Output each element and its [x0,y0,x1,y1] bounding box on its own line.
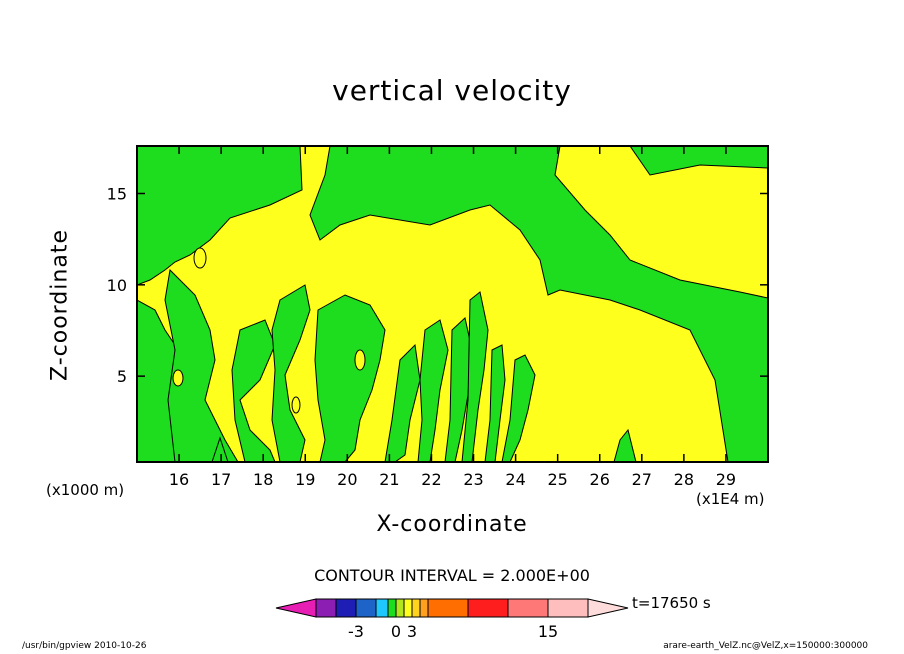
negative-region [384,343,421,462]
colorbar-swatch [419,598,429,618]
colorbar-swatch [315,598,337,618]
y-axis: 5 10 15 [107,184,768,386]
negative-region [164,268,239,462]
colorbar-label: 3 [407,622,417,641]
x-tick-label: 24 [505,470,525,489]
x-tick-label: 18 [253,470,273,489]
negative-region [271,284,311,462]
time-label: t=17650 s [632,594,711,612]
colorbar-swatch [467,598,509,618]
y-axis-label: Z-coordinate [47,229,73,381]
x-tick-label: 25 [547,470,567,489]
colorbar-swatch [355,598,377,618]
colorbar-swatch [547,598,589,618]
x-tick-label: 29 [716,470,736,489]
footer-data-source: arare-earth_VelZ.nc@VelZ,x=150000:300000 [663,641,868,651]
positive-region [193,247,207,269]
negative-region [444,317,473,462]
positive-region [291,396,301,414]
x-tick-label: 28 [674,470,694,489]
y-tick-label: 5 [117,367,127,386]
negative-region [613,428,637,462]
colorbar-swatch [411,598,421,618]
colorbar-swatch [507,598,549,618]
negative-region [309,146,768,462]
negative-region [417,319,449,462]
x-tick-label: 21 [379,470,399,489]
negative-region [629,146,768,176]
x-tick-label: 22 [421,470,441,489]
colorbar-label: -3 [348,622,364,641]
negative-region [211,436,229,462]
x-unit-left-label: (x1000 m) [46,481,125,499]
x-axis-label: X-coordinate [0,512,904,537]
x-tick-label: 27 [632,470,652,489]
colorbar-left-triangle [275,598,317,618]
colorbar: -3 0 3 15 [275,598,629,641]
colorbar-swatch [403,598,413,618]
footer-program-date: /usr/bin/gpview 2010-10-26 [22,641,147,651]
x-tick-label: 26 [590,470,610,489]
negative-region [484,344,506,462]
negative-region [314,294,386,462]
negative-region [461,291,489,462]
colorbar-label: 0 [391,622,401,641]
positive-region [354,349,366,371]
x-tick-label: 17 [211,470,231,489]
x-axis: 16 17 18 19 20 21 22 23 24 25 26 27 28 29 [169,146,736,489]
negative-region [501,354,536,462]
colorbar-label: 15 [538,622,558,641]
plot-area [137,146,768,462]
x-tick-label: 16 [169,470,189,489]
x-unit-right-label: (x1E4 m) [696,490,765,508]
positive-region [172,369,184,387]
y-tick-label: 15 [107,184,127,203]
x-tick-label: 19 [295,470,315,489]
x-tick-label: 20 [337,470,357,489]
colorbar-swatch [375,598,389,618]
chart-title: vertical velocity [332,74,572,107]
colorbar-swatch [395,598,405,618]
colorbar-swatch [427,598,469,618]
colorbar-right-triangle [587,598,629,618]
colorbar-swatch [335,598,357,618]
plot-frame [136,145,769,463]
x-tick-label: 23 [463,470,483,489]
colorbar-swatch [387,598,397,618]
x-axis-label-text: X-coordinate [376,512,528,537]
y-tick-label: 10 [107,276,127,295]
contour-interval-label: CONTOUR INTERVAL = 2.000E+00 [314,566,590,585]
